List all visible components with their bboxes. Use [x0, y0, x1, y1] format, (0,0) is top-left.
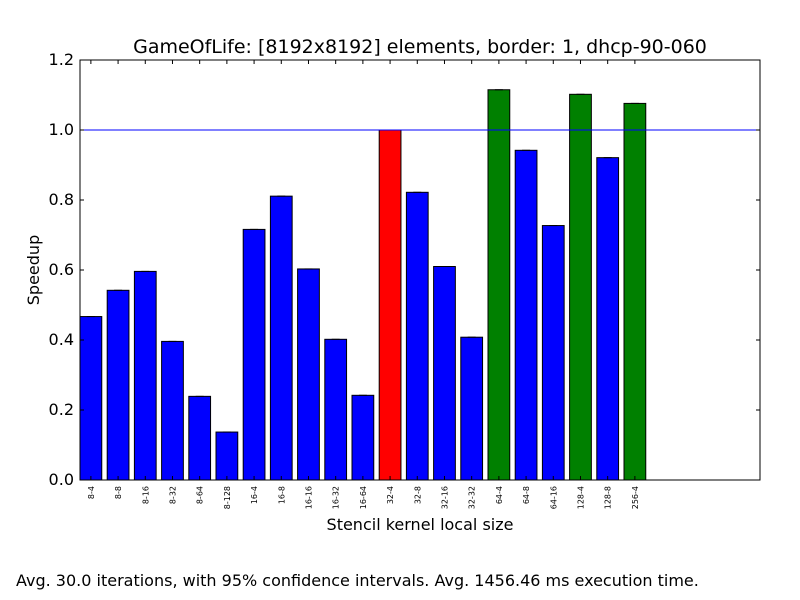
x-tick-label: 8-8: [114, 486, 123, 499]
x-tick-label: 8-16: [141, 486, 150, 504]
x-tick-label: 16-8: [277, 486, 286, 504]
bar-128-8: [596, 157, 620, 481]
y-tick-label: 0.6: [49, 260, 74, 279]
x-tick-label: 8-128: [223, 486, 232, 509]
bar-16-4: [242, 228, 266, 481]
bar-64-8: [514, 149, 538, 481]
bar-8-128: [215, 431, 239, 481]
bar-8-8: [106, 289, 130, 481]
bar-8-16: [133, 270, 157, 481]
bar-64-4: [487, 89, 511, 481]
x-tick-label: 64-8: [522, 486, 531, 504]
bar-32-32: [460, 336, 484, 481]
bar-32-8: [405, 191, 429, 481]
chart-caption: Avg. 30.0 iterations, with 95% confidenc…: [16, 571, 699, 590]
x-tick-label: 16-16: [304, 486, 313, 509]
bar-16-64: [351, 394, 375, 481]
y-tick-label: 0.8: [49, 190, 74, 209]
y-axis-label: Speedup: [24, 235, 43, 305]
x-tick-label: 32-32: [468, 486, 477, 509]
chart-title: GameOfLife: [8192x8192] elements, border…: [133, 36, 707, 58]
bar-16-8: [269, 195, 293, 481]
y-axis: 0.0 0.2 0.4 0.6 0.8 1.0 1.2: [49, 50, 760, 489]
x-tick-label: 8-4: [87, 486, 96, 499]
y-tick-label: 1.2: [49, 50, 74, 69]
y-tick-label: 0.4: [49, 330, 74, 349]
bar-128-4: [569, 93, 592, 481]
bar-16-32: [324, 338, 348, 481]
x-axis-label: Stencil kernel local size: [327, 515, 514, 534]
x-tick-label: 32-4: [386, 486, 395, 504]
bar-64-16: [541, 225, 565, 481]
bar-8-32: [161, 340, 184, 481]
bar-256-4: [623, 102, 647, 481]
x-tick-label: 128-4: [576, 486, 585, 509]
x-tick-label: 32-8: [413, 486, 422, 504]
bar-16-16: [297, 268, 320, 481]
y-tick-label: 1.0: [49, 120, 74, 139]
x-tick-label: 32-16: [440, 486, 449, 509]
x-tick-label: 8-32: [168, 486, 177, 504]
bar-8-4: [79, 316, 103, 481]
bar-group: [79, 89, 647, 481]
x-tick-label: 16-64: [359, 486, 368, 509]
x-tick-label: 64-16: [549, 486, 558, 509]
bar-8-64: [188, 395, 212, 481]
x-tick-label: 8-64: [196, 486, 205, 504]
bar-32-16: [433, 266, 456, 481]
x-tick-label: 16-4: [250, 486, 259, 504]
x-tick-label: 128-8: [604, 486, 613, 509]
x-axis: 8-4 8-8 8-16 8-32 8-64 8-128 16-4 16-8 16-16 16-3…: [87, 60, 640, 509]
x-tick-label: 16-32: [332, 486, 341, 509]
x-tick-label: 64-4: [495, 486, 504, 504]
y-tick-label: 0.0: [49, 470, 74, 489]
x-tick-label: 256-4: [631, 486, 640, 509]
bar-32-4: [378, 129, 402, 481]
y-tick-label: 0.2: [49, 400, 74, 419]
